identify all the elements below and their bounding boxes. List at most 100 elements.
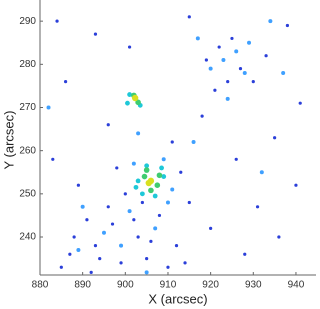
point [110,222,115,226]
point [161,157,166,162]
point [72,235,76,239]
x-axis-title: X (arcsec) [148,291,207,306]
x-tick-label: 940 [288,280,305,291]
point [85,218,89,222]
x-tick-label: 930 [245,280,262,291]
point [127,45,132,49]
point [139,191,145,197]
point [89,270,93,275]
point [145,256,149,261]
point [46,105,51,110]
point [98,256,102,261]
point [131,94,139,102]
y-tick-label: 250 [19,188,36,199]
point [273,136,277,140]
point [238,67,243,71]
y-tick-label: 240 [19,232,36,243]
y-tick-label: 260 [19,145,36,156]
point [135,99,141,106]
x-tick-label: 900 [117,280,134,291]
point [243,252,247,256]
point [208,66,213,71]
point [133,184,139,190]
point [221,58,226,63]
point [93,32,98,36]
point [145,179,152,187]
x-tick-label: 890 [74,280,91,291]
point [136,235,140,239]
point [268,19,273,24]
point [119,243,124,248]
point [226,79,230,84]
point [115,166,119,170]
point [209,226,213,230]
point [136,131,141,136]
point [166,265,170,269]
point [156,172,163,179]
point [152,193,158,199]
point [191,140,196,145]
point [127,209,132,214]
point [281,70,286,75]
point [68,252,72,256]
point [187,200,191,205]
y-tick-label: 270 [19,102,36,113]
point [143,167,150,173]
y-tick-label: 280 [19,59,36,70]
point [148,187,154,194]
point [76,247,81,252]
point [225,96,230,101]
point [259,170,264,175]
point [159,165,164,171]
point [106,205,110,209]
point [141,173,148,180]
point [234,49,239,54]
point [76,183,80,187]
point [298,101,302,105]
point [174,244,179,248]
point [132,218,136,222]
point [170,140,174,144]
point [59,265,63,269]
point [123,192,127,196]
point [140,200,144,205]
point [101,230,106,235]
point [51,157,55,161]
point [135,178,141,184]
point [179,170,183,174]
x-tick-label: 920 [202,280,219,291]
point [153,226,158,231]
point [106,123,110,127]
point [119,261,123,265]
point [264,54,268,58]
point [200,114,204,118]
point [80,204,85,209]
y-axis-title: Y (arcsec) [1,111,16,170]
point [165,200,170,205]
point [277,235,281,239]
point [294,183,298,187]
point [195,36,200,41]
point [127,92,132,97]
point [187,15,191,19]
point [217,45,221,49]
point [131,161,136,166]
point [154,182,161,189]
point [204,58,208,62]
y-tick-label: 290 [19,16,36,27]
point [55,19,59,23]
point [247,40,252,45]
point [161,174,167,179]
point [234,157,238,161]
point [230,36,234,41]
point [242,70,247,75]
point [144,163,150,169]
point [183,261,187,265]
point [63,79,68,84]
point [251,79,255,84]
point [170,187,175,192]
point [144,270,149,275]
point [93,244,98,248]
x-tick-label: 880 [32,280,49,291]
